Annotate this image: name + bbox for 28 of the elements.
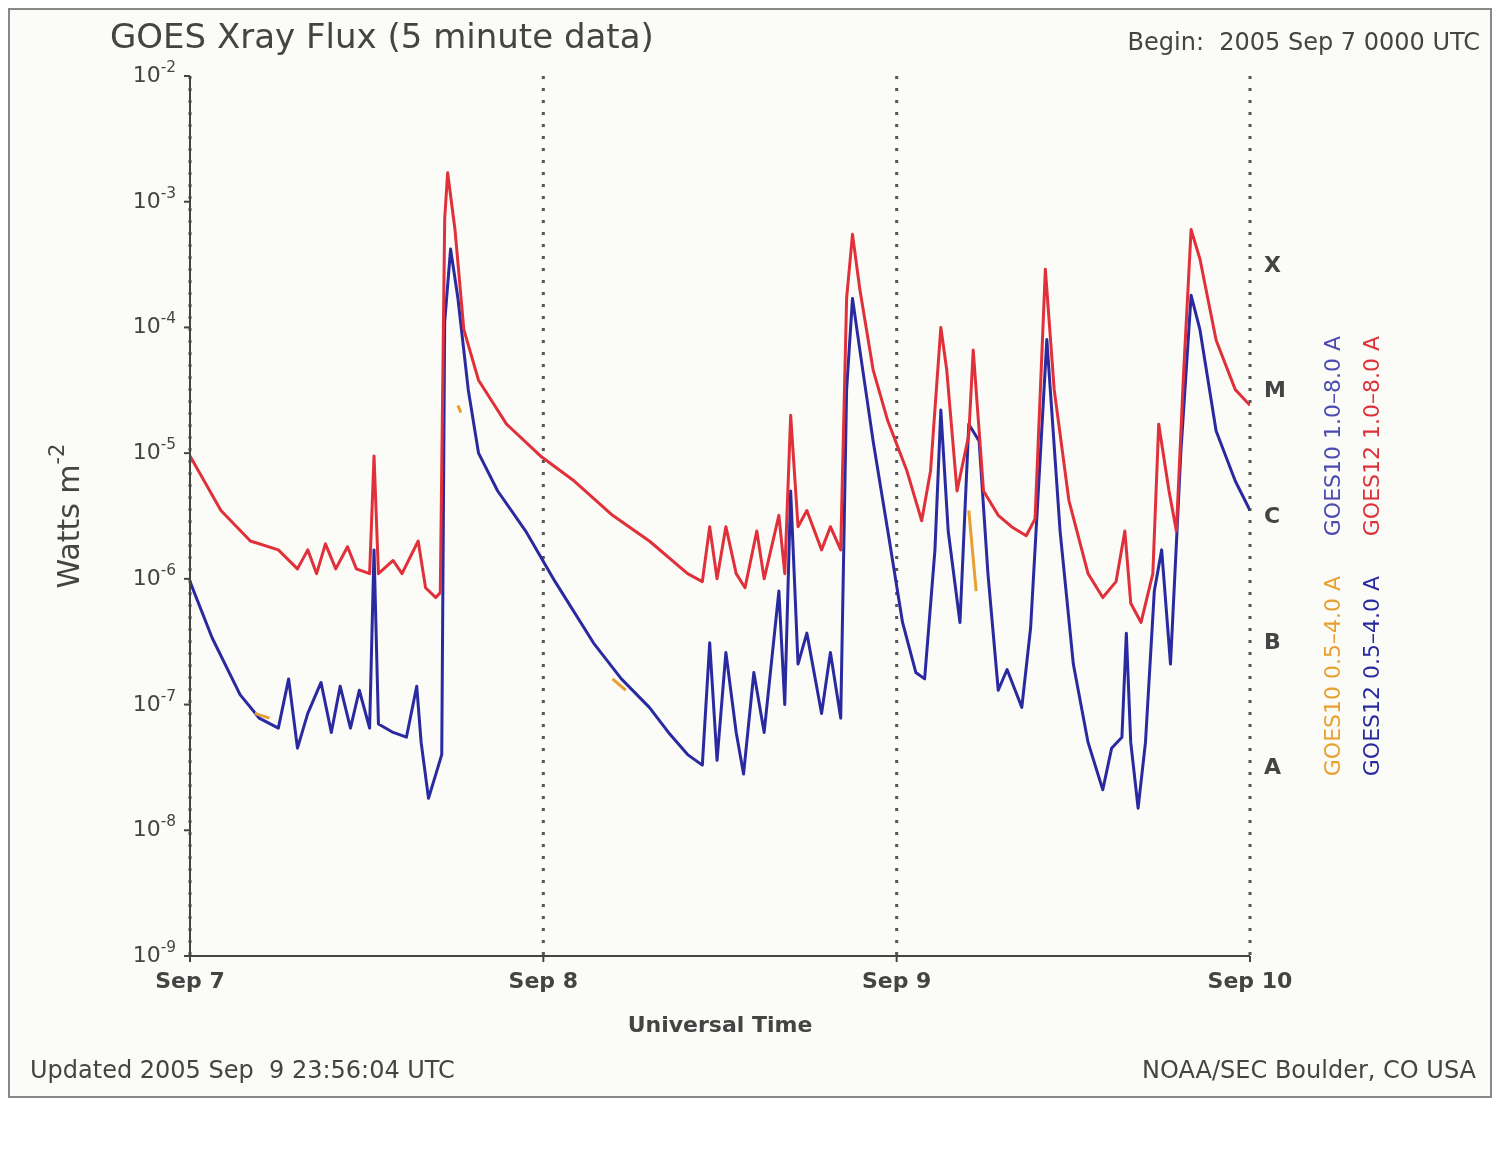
text: M [1264,377,1286,403]
y-tick-label: 10$^{-7}$ [132,686,176,716]
text: GOES12 1.0–8.0 A [1359,335,1384,536]
text: GOES10 0.5–4.0 A [1320,576,1345,777]
text: C [1264,503,1281,528]
text: Begin: 2005 Sep 7 0000 UTC [1127,28,1480,56]
chart-title: GOES Xray Flux (5 minute data) [110,16,654,56]
y-tick-label: 10$^{-5}$ [132,434,176,465]
text: B [1264,628,1281,654]
text: Updated 2005 Sep 9 23:56:04 UTC [30,1056,455,1084]
line-series [190,247,1250,810]
y-tick-label: 10$^{-8}$ [132,811,176,842]
y-tick-label: 10$^{-4}$ [132,308,176,339]
text: X [1264,251,1281,277]
legend-label: GOES10 1.0–8.0 A [1320,335,1345,536]
text: GOES12 0.5–4.0 A [1359,576,1384,777]
x-tick-label: Sep 10 [1207,968,1293,993]
y-tick-label: 10$^{-3}$ [132,183,176,213]
line-series [190,171,1250,624]
x-tick-label: Sep 7 [155,968,225,993]
y-tick-label: 10$^{-9}$ [132,937,176,967]
y-tick-label: 10$^{-2}$ [132,57,176,87]
y-tick-label: 10$^{-6}$ [132,560,176,590]
x-axis-title: Universal Time [627,1012,813,1037]
x-tick-label: Sep 9 [861,968,932,993]
x-tick-label: Sep 8 [508,968,579,993]
text: A [1264,754,1282,780]
text: NOAA/SEC Boulder, CO USA [1142,1056,1476,1084]
